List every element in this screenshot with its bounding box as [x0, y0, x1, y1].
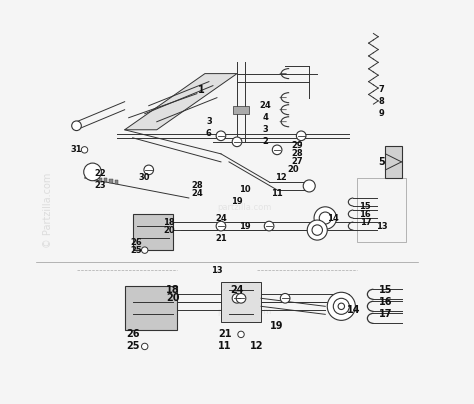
Text: 15: 15	[359, 202, 371, 210]
Text: 8: 8	[379, 97, 384, 106]
Circle shape	[303, 180, 315, 192]
Text: 12: 12	[275, 173, 287, 183]
Text: 27: 27	[292, 158, 303, 166]
Circle shape	[232, 293, 242, 303]
Polygon shape	[233, 106, 249, 114]
Circle shape	[216, 221, 226, 231]
Text: 13: 13	[375, 221, 387, 231]
Polygon shape	[125, 74, 237, 130]
Text: 2: 2	[262, 137, 268, 146]
Text: 20: 20	[163, 225, 174, 235]
Text: 19: 19	[270, 321, 284, 331]
Text: 18: 18	[166, 285, 180, 295]
Text: 17: 17	[379, 309, 392, 319]
Text: partzilla.com: partzilla.com	[217, 307, 271, 316]
Circle shape	[264, 221, 274, 231]
Circle shape	[312, 225, 322, 235]
Text: © Partzilla.com: © Partzilla.com	[44, 173, 54, 248]
Text: 12: 12	[250, 341, 264, 351]
Polygon shape	[133, 214, 173, 250]
Text: 22: 22	[95, 169, 107, 179]
Circle shape	[272, 145, 282, 155]
Text: 5: 5	[378, 157, 385, 167]
Polygon shape	[125, 286, 177, 330]
Polygon shape	[94, 177, 97, 181]
Text: 19: 19	[231, 198, 243, 206]
Text: 11: 11	[218, 341, 232, 351]
Text: 3: 3	[206, 117, 212, 126]
Text: 25: 25	[131, 246, 143, 255]
Text: 15: 15	[379, 285, 392, 295]
Circle shape	[84, 163, 101, 181]
Text: 28: 28	[292, 149, 303, 158]
Circle shape	[333, 298, 349, 314]
Circle shape	[142, 343, 148, 349]
Text: 11: 11	[271, 189, 283, 198]
Polygon shape	[385, 146, 401, 178]
Text: 10: 10	[239, 185, 251, 194]
Polygon shape	[109, 179, 113, 183]
Circle shape	[238, 331, 244, 338]
Text: 14: 14	[328, 214, 339, 223]
Text: 24: 24	[191, 189, 203, 198]
Circle shape	[236, 293, 246, 303]
Text: 23: 23	[95, 181, 106, 190]
Text: 30: 30	[139, 173, 150, 183]
Text: 16: 16	[379, 297, 392, 307]
Circle shape	[280, 293, 290, 303]
Text: 26: 26	[126, 329, 139, 339]
Circle shape	[307, 220, 327, 240]
Text: 29: 29	[292, 141, 303, 150]
Circle shape	[142, 247, 148, 253]
Text: 13: 13	[211, 266, 223, 275]
Circle shape	[82, 147, 88, 153]
Text: partzilla.com: partzilla.com	[217, 203, 271, 212]
Text: 16: 16	[359, 210, 371, 219]
Text: 17: 17	[360, 218, 371, 227]
Text: 19: 19	[239, 221, 251, 231]
Polygon shape	[115, 180, 118, 184]
Text: 6: 6	[206, 129, 212, 138]
Circle shape	[72, 121, 82, 130]
Polygon shape	[89, 176, 92, 180]
Circle shape	[327, 292, 356, 320]
Text: 20: 20	[287, 165, 299, 175]
Polygon shape	[99, 177, 102, 181]
Text: 25: 25	[126, 341, 139, 351]
Text: 21: 21	[218, 329, 232, 339]
Text: 31: 31	[71, 145, 82, 154]
Text: 18: 18	[163, 218, 174, 227]
Polygon shape	[221, 282, 261, 322]
Text: 20: 20	[166, 293, 180, 303]
Circle shape	[314, 207, 337, 229]
Text: 7: 7	[379, 85, 384, 94]
Text: 26: 26	[131, 238, 143, 246]
Text: 21: 21	[215, 234, 227, 243]
Polygon shape	[104, 178, 108, 182]
Text: 14: 14	[346, 305, 360, 316]
Circle shape	[144, 165, 154, 175]
Circle shape	[296, 131, 306, 141]
Text: 28: 28	[191, 181, 203, 190]
Text: 24: 24	[259, 101, 271, 110]
Circle shape	[338, 303, 345, 309]
Text: 24: 24	[215, 214, 227, 223]
Text: 3: 3	[262, 125, 268, 134]
Text: 1: 1	[198, 85, 204, 95]
Circle shape	[319, 212, 331, 224]
Text: 9: 9	[379, 109, 384, 118]
Circle shape	[232, 137, 242, 147]
Text: 4: 4	[262, 113, 268, 122]
Text: 24: 24	[230, 285, 244, 295]
Circle shape	[216, 131, 226, 141]
